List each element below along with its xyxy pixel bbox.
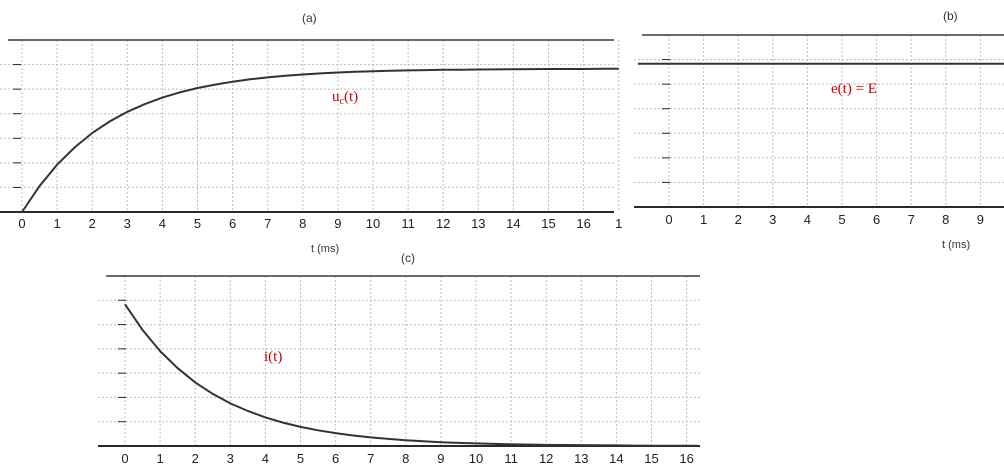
series-curve bbox=[124, 303, 698, 447]
x-tick-label: 8 bbox=[942, 212, 949, 227]
x-tick-label: 15 bbox=[541, 216, 555, 231]
x-tick-label: 0 bbox=[665, 212, 672, 227]
x-tick-label: 4 bbox=[159, 216, 166, 231]
x-tick-label: 9 bbox=[334, 216, 341, 231]
x-tick-label: 16 bbox=[576, 216, 590, 231]
chart-panel-c: 0 1 2 3 4 5 6 7 8 9 10 11 12 13 14 15 16i(t)(c) bbox=[98, 251, 700, 466]
x-tick-label: 6 bbox=[229, 216, 236, 231]
series-annotation: uc(t) bbox=[332, 89, 358, 107]
x-tick-label: 1 bbox=[156, 451, 163, 466]
x-axis-label: t (ms) bbox=[311, 243, 339, 255]
x-tick-label: 8 bbox=[299, 216, 306, 231]
x-tick-label: 12 bbox=[539, 451, 553, 466]
chart-panel-b: 0 1 2 3 4 5 6 7 8 9 e(t) = E (b) t (ms) bbox=[634, 9, 1004, 251]
x-tick-label: 1 bbox=[615, 216, 622, 231]
x-tick-label: 3 bbox=[227, 451, 234, 466]
x-tick-label: 3 bbox=[124, 216, 131, 231]
panel-label: (a) bbox=[302, 11, 317, 25]
x-tick-label: 8 bbox=[402, 451, 409, 466]
x-tick-label: 6 bbox=[332, 451, 339, 466]
panel-label: (b) bbox=[943, 9, 958, 23]
x-tick-label: 4 bbox=[262, 451, 269, 466]
x-tick-label: 13 bbox=[574, 451, 588, 466]
x-axis-label: t (ms) bbox=[942, 239, 970, 251]
x-tick-label: 1 bbox=[700, 212, 707, 227]
x-tick-label: 10 bbox=[366, 216, 380, 231]
x-tick-label: 9 bbox=[977, 212, 984, 227]
x-tick-label: 2 bbox=[192, 451, 199, 466]
x-tick-label: 15 bbox=[644, 451, 658, 466]
x-tick-label: 7 bbox=[367, 451, 374, 466]
x-tick-label: 11 bbox=[401, 216, 415, 231]
x-tick-label: 2 bbox=[735, 212, 742, 227]
x-tick-label: 4 bbox=[804, 212, 811, 227]
chart-panel-a: 0 1 2 3 4 5 6 7 8 9 10 11 12 13 14 15 16 1uc(t)(a)t (ms) bbox=[0, 11, 622, 255]
x-tick-label: 12 bbox=[436, 216, 450, 231]
x-tick-label: 9 bbox=[437, 451, 444, 466]
x-tick-label: 7 bbox=[908, 212, 915, 227]
series-annotation: i(t) bbox=[264, 349, 282, 365]
x-tick-label: 0 bbox=[18, 216, 25, 231]
x-tick-label: 10 bbox=[469, 451, 483, 466]
x-tick-label: 14 bbox=[609, 451, 623, 466]
x-tick-label: 3 bbox=[769, 212, 776, 227]
series-curve bbox=[21, 67, 619, 213]
x-tick-label: 5 bbox=[297, 451, 304, 466]
x-tick-label: 7 bbox=[264, 216, 271, 231]
x-tick-label: 6 bbox=[873, 212, 880, 227]
x-tick-label: 14 bbox=[506, 216, 520, 231]
x-tick-label: 5 bbox=[838, 212, 845, 227]
x-tick-label: 16 bbox=[679, 451, 693, 466]
panel-label: (c) bbox=[401, 251, 415, 265]
x-tick-label: 1 bbox=[53, 216, 60, 231]
x-tick-label: 11 bbox=[504, 451, 518, 466]
series-annotation: e(t) = E bbox=[831, 81, 877, 97]
x-tick-label: 13 bbox=[471, 216, 485, 231]
x-tick-label: 5 bbox=[194, 216, 201, 231]
x-tick-label: 0 bbox=[121, 451, 128, 466]
x-tick-label: 2 bbox=[89, 216, 96, 231]
